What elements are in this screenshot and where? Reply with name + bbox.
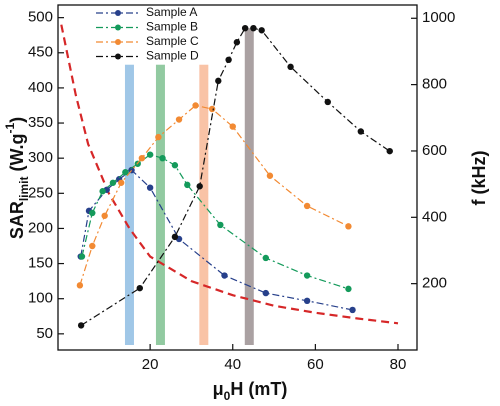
y-tick-label: 50 <box>36 325 53 342</box>
data-point <box>76 282 84 289</box>
y-tick-label: 250 <box>28 184 53 201</box>
data-point <box>221 272 228 279</box>
legend-label: Sample C <box>146 34 199 48</box>
y-label-unit: (W.g <box>7 133 27 176</box>
data-point <box>349 306 356 314</box>
data-point <box>262 254 269 262</box>
x-tick-label: 80 <box>390 356 407 373</box>
data-point <box>159 154 166 162</box>
data-point <box>258 27 265 34</box>
x-label-rest: H (mT) <box>230 379 287 399</box>
y-tick-label: 350 <box>28 114 53 131</box>
highlight-band <box>124 64 134 346</box>
legend-marker <box>115 10 121 16</box>
data-point <box>171 162 179 169</box>
y-tick-label: 300 <box>28 149 53 166</box>
legend-marker <box>115 39 121 45</box>
data-point <box>136 284 143 292</box>
data-point <box>138 154 146 162</box>
y-tick-label: 200 <box>28 219 53 236</box>
y-label-close: ) <box>7 117 27 123</box>
data-point <box>89 209 96 217</box>
legend-marker <box>115 24 121 31</box>
legend-label: Sample B <box>146 20 198 34</box>
y-tick-label: 150 <box>28 255 53 272</box>
data-point <box>233 39 241 46</box>
y2-tick-label: 1000 <box>422 9 455 26</box>
x-tick-label: 40 <box>224 356 241 373</box>
data-point <box>229 123 236 130</box>
limit-curve <box>60 24 399 325</box>
data-point <box>175 116 183 123</box>
data-point <box>184 181 191 189</box>
data-point <box>146 151 154 158</box>
y2-tick-label: 400 <box>422 208 447 225</box>
data-point <box>262 289 269 297</box>
data-point <box>118 179 125 186</box>
x-label-sub: 0 <box>224 389 231 403</box>
data-point <box>345 285 352 293</box>
y-label-sub: limit <box>17 176 31 201</box>
data-point <box>217 221 224 229</box>
data-point <box>77 322 85 329</box>
data-point <box>122 169 129 176</box>
y-tick-label: 450 <box>28 44 53 61</box>
data-point <box>171 233 179 241</box>
data-point <box>78 253 86 260</box>
data-point <box>99 188 106 195</box>
data-point <box>250 24 257 32</box>
highlight-band <box>244 28 254 345</box>
data-point <box>155 133 162 141</box>
data-point <box>324 98 331 106</box>
data-point <box>215 77 222 85</box>
data-point <box>386 147 393 155</box>
data-point <box>89 242 96 250</box>
x-axis-label: μ0H (mT) <box>213 379 288 403</box>
y-label-sup: -1 <box>3 122 17 133</box>
data-point <box>357 128 365 135</box>
data-point <box>225 56 232 64</box>
data-point <box>192 102 199 109</box>
x-tick-label: 20 <box>142 356 159 373</box>
plot-frame <box>57 4 418 351</box>
data-point <box>266 172 274 179</box>
legend-label: Sample D <box>146 49 199 63</box>
series-line <box>80 27 391 326</box>
y2-tick-label: 600 <box>422 142 447 159</box>
y-tick-label: 400 <box>28 79 53 96</box>
y2-tick-label: 800 <box>422 76 447 93</box>
y2-axis-label: f (kHz) <box>469 151 489 206</box>
data-point <box>287 63 294 71</box>
data-point <box>241 24 249 32</box>
y-tick-label: 500 <box>28 9 53 26</box>
data-point <box>303 297 311 305</box>
data-point <box>208 105 216 113</box>
data-point <box>303 202 311 210</box>
data-point <box>345 223 352 230</box>
data-point <box>101 212 108 219</box>
data-point <box>146 184 154 191</box>
y2-tick-label: 200 <box>422 275 447 292</box>
x-label-main: μ <box>213 379 224 399</box>
legend-label: Sample A <box>146 5 197 19</box>
data-point <box>109 179 117 186</box>
data-point <box>196 183 203 190</box>
y-axis-label: SARlimit (W.g-1) <box>3 117 31 239</box>
x-tick-label: 60 <box>307 356 324 373</box>
data-point <box>303 272 311 279</box>
y-tick-label: 100 <box>28 290 53 307</box>
series-line <box>79 104 349 286</box>
legend-marker <box>115 53 121 60</box>
y-label-main: SAR <box>7 201 27 239</box>
